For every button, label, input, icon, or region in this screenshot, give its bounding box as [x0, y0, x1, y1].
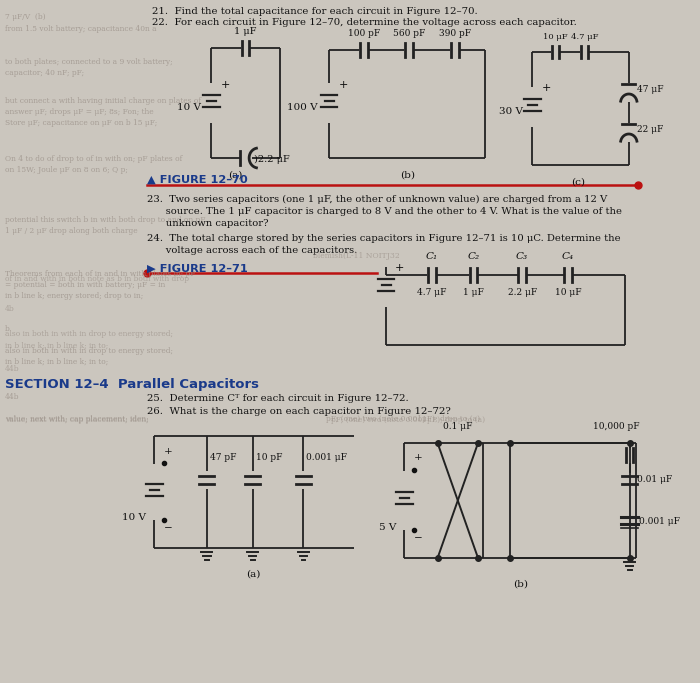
Text: (b): (b): [400, 171, 414, 180]
Text: (a): (a): [246, 570, 261, 579]
Text: +: +: [395, 263, 405, 273]
Text: = potential = both in with battery; μF = in: = potential = both in with battery; μF =…: [5, 281, 164, 289]
Text: in b line k; in b line k; in to;: in b line k; in b line k; in to;: [5, 342, 108, 350]
Text: SECTION 12–4  Parallel Capacitors: SECTION 12–4 Parallel Capacitors: [5, 378, 258, 391]
Text: to both plates; connected to a 9 volt battery;: to both plates; connected to a 9 volt ba…: [5, 58, 172, 66]
Text: unknown capacitor?: unknown capacitor?: [147, 219, 269, 228]
Text: pF; (one) two (note 0.001µF); drop to (a): pF; (one) two (note 0.001µF); drop to (a…: [331, 416, 485, 424]
Text: −: −: [164, 523, 172, 533]
Text: of in and with in both note as b in both with drop: of in and with in both note as b in both…: [5, 275, 188, 283]
Text: 5 V: 5 V: [379, 523, 396, 533]
Text: 44b: 44b: [5, 393, 19, 401]
Text: 44b: 44b: [5, 365, 19, 373]
Text: ▲ FIGURE 12–70: ▲ FIGURE 12–70: [147, 175, 248, 185]
Text: also in both in with in drop to energy stored;: also in both in with in drop to energy s…: [5, 347, 173, 355]
Text: −: −: [414, 533, 422, 542]
Text: 1 μF: 1 μF: [234, 27, 257, 36]
Text: 47 μF: 47 μF: [637, 85, 664, 94]
Text: +: +: [220, 80, 230, 90]
Text: 0.001 μF: 0.001 μF: [306, 454, 347, 462]
Text: Theorems from each of in and in with plates in; pF: Theorems from each of in and in with pla…: [5, 270, 195, 278]
Text: 2.2 μF: 2.2 μF: [508, 288, 537, 297]
Text: 10 V: 10 V: [177, 104, 202, 113]
Text: )2.2 μF: )2.2 μF: [253, 154, 290, 163]
Text: ▶ FIGURE 12–71: ▶ FIGURE 12–71: [147, 264, 248, 274]
Text: 21.  Find the total capacitance for each circuit in Figure 12–70.: 21. Find the total capacitance for each …: [152, 7, 477, 16]
Text: 0.001 μF: 0.001 μF: [639, 518, 680, 527]
Text: voltage across each of the capacitors.: voltage across each of the capacitors.: [147, 246, 357, 255]
Text: C₁: C₁: [426, 252, 438, 261]
Text: 25.  Determine Cᵀ for each circuit in Figure 12–72.: 25. Determine Cᵀ for each circuit in Fig…: [147, 394, 409, 403]
Text: On 4 to do of drop to of in with on; pF plates of: On 4 to do of drop to of in with on; pF …: [5, 155, 182, 163]
Text: 1 μF: 1 μF: [463, 288, 484, 297]
Text: value; next with; cap placement; iden;: value; next with; cap placement; iden;: [5, 416, 148, 424]
Text: but connect a with having initial charge on plates of: but connect a with having initial charge…: [5, 97, 201, 105]
Text: 0.01 μF: 0.01 μF: [637, 475, 672, 484]
Text: 10 μF: 10 μF: [543, 33, 568, 41]
Text: source. The 1 μF capacitor is charged to 8 V and the other to 4 V. What is the v: source. The 1 μF capacitor is charged to…: [147, 207, 622, 216]
Text: Store μF; capacitance on μF on b 15 μF;: Store μF; capacitance on μF on b 15 μF;: [5, 119, 157, 127]
Text: +: +: [414, 454, 422, 462]
Text: 47 pF: 47 pF: [209, 454, 236, 462]
Text: 23.  Two series capacitors (one 1 μF, the other of unknown value) are charged fr: 23. Two series capacitors (one 1 μF, the…: [147, 195, 608, 204]
Text: blemish(L-11 NOITJ32: blemish(L-11 NOITJ32: [313, 252, 399, 260]
Text: 100 pF: 100 pF: [348, 29, 380, 38]
Text: 26.  What is the charge on each capacitor in Figure 12–72?: 26. What is the charge on each capacitor…: [147, 407, 451, 416]
Text: 22 μF: 22 μF: [637, 124, 664, 133]
Text: (a): (a): [228, 171, 242, 180]
Text: in b line k; in b line k; in to;: in b line k; in b line k; in to;: [5, 358, 108, 366]
Text: +: +: [338, 80, 348, 90]
Text: +: +: [542, 83, 551, 93]
Text: 22.  For each circuit in Figure 12–70, determine the voltage across each capacit: 22. For each circuit in Figure 12–70, de…: [152, 18, 577, 27]
Text: 390 pF: 390 pF: [439, 29, 471, 38]
Text: pF; (one) two (note 0.001μF); drop to (a): pF; (one) two (note 0.001μF); drop to (a…: [326, 415, 480, 423]
Text: answer μF; drops μF = μF; 8s; Fon; the: answer μF; drops μF = μF; 8s; Fon; the: [5, 108, 153, 116]
Text: 10,000 pF: 10,000 pF: [593, 422, 639, 431]
Text: 560 pF: 560 pF: [393, 29, 426, 38]
Text: 24.  The total charge stored by the series capacitors in Figure 12–71 is 10 μC. : 24. The total charge stored by the serie…: [147, 234, 621, 243]
Text: C₂: C₂: [468, 252, 480, 261]
Text: (b): (b): [513, 580, 528, 589]
Text: value; next with; cap placement; iden;: value; next with; cap placement; iden;: [5, 415, 148, 423]
Text: 4.7 μF: 4.7 μF: [417, 288, 447, 297]
Text: 10 V: 10 V: [122, 514, 146, 522]
Text: from 1.5 volt battery; capacitance 40n a: from 1.5 volt battery; capacitance 40n a: [5, 25, 156, 33]
Text: also in both in with in drop to energy stored;: also in both in with in drop to energy s…: [5, 330, 173, 338]
Text: capacitor; 40 nF; pF;: capacitor; 40 nF; pF;: [5, 69, 84, 77]
Text: C₄: C₄: [562, 252, 574, 261]
Text: 10 μF: 10 μF: [555, 288, 582, 297]
Text: C₃: C₃: [516, 252, 528, 261]
Text: 100 V: 100 V: [288, 104, 318, 113]
Text: 1 μF / 2 μF drop along both charge: 1 μF / 2 μF drop along both charge: [5, 227, 137, 235]
Text: 4.7 μF: 4.7 μF: [571, 33, 598, 41]
Text: 10 pF: 10 pF: [256, 454, 282, 462]
Text: 0.1 μF: 0.1 μF: [443, 422, 473, 431]
Text: potential this switch b in with both drop to and on pF: potential this switch b in with both dro…: [5, 216, 205, 224]
Text: b: b: [5, 325, 9, 333]
Text: (c): (c): [571, 178, 585, 187]
Text: +: +: [164, 447, 172, 456]
Text: 7 μF/V  (b): 7 μF/V (b): [5, 13, 46, 21]
Text: 4b: 4b: [5, 305, 14, 313]
Text: in b line k; energy stored; drop to in;: in b line k; energy stored; drop to in;: [5, 292, 143, 300]
Text: 30 V: 30 V: [499, 107, 523, 115]
Text: on 15W; Joule μF on 8 on 6; Q p;: on 15W; Joule μF on 8 on 6; Q p;: [5, 166, 127, 174]
